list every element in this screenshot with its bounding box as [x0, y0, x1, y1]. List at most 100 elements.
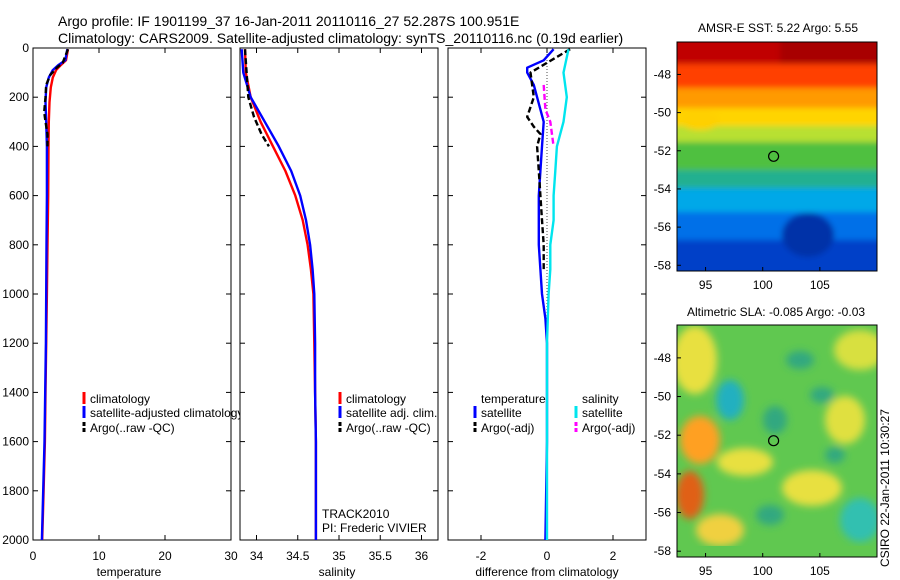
x-tick-label: 30 — [224, 549, 238, 563]
x-tick-label: 10 — [92, 549, 106, 563]
map-x-tick-label: 95 — [699, 278, 713, 292]
sst-axes-box — [676, 41, 878, 272]
map-y-tick-label: -48 — [654, 351, 672, 365]
series-line-argo-raw-qc- — [43, 48, 70, 147]
salinity-ticks: 34 34.5 35 35.5 36 — [240, 47, 438, 563]
temperature-lines — [40, 48, 70, 541]
legend-label-temp-argo: Argo(-adj) — [481, 421, 534, 435]
sla-blob — [825, 447, 845, 463]
y-tick-label: 1800 — [2, 484, 29, 498]
y-tick-label: 600 — [9, 189, 29, 203]
sla-blob — [840, 498, 877, 542]
map-y-tick-label: -54 — [654, 467, 672, 481]
figure-title-line2: Climatology: CARS2009. Satellite-adjuste… — [58, 30, 623, 46]
sla-blob — [716, 380, 744, 420]
x-tick-label: 34.5 — [286, 549, 310, 563]
difference-lines — [526, 48, 571, 541]
sla-blob — [696, 514, 744, 546]
sst-band-teal — [677, 170, 877, 190]
legend-label-argo: Argo(..raw -QC) — [90, 421, 175, 435]
salinity-lines — [240, 49, 318, 540]
x-tick-label: 20 — [158, 549, 172, 563]
map-y-tick-label: -50 — [654, 106, 672, 120]
y-tick-label: 1000 — [2, 287, 29, 301]
series-line-salinity-argo-adj- — [542, 84, 555, 147]
sla-blob — [717, 448, 773, 476]
sst-heatmap — [677, 42, 877, 271]
difference-legend: temperature satellite Argo(-adj) salinit… — [473, 392, 635, 435]
difference-panel: -2 0 2 difference from climatology tempera… — [447, 47, 647, 579]
map-y-tick-label: -58 — [654, 258, 672, 272]
sst-cold-blob — [782, 213, 834, 257]
y-tick-label: 0 — [22, 41, 29, 55]
sst-band-green — [677, 142, 877, 172]
map-y-tick-label: -52 — [654, 144, 672, 158]
map-x-tick-label: 105 — [810, 564, 830, 578]
sst-band-darkblue — [677, 240, 877, 271]
series-line-argo-raw-qc- — [243, 49, 270, 148]
sla-field — [677, 326, 877, 546]
figure-title-line1: Argo profile: IF 1901199_37 16-Jan-2011 … — [58, 13, 519, 29]
legend-label-temp-satellite: satellite — [481, 406, 522, 420]
difference-xlabel: difference from climatology — [475, 565, 618, 579]
sla-ticks: 95 100 105 -48 -50 -52 -54 -56 -58 — [654, 351, 831, 578]
x-tick-label: 2 — [610, 549, 617, 563]
sst-band-orange — [677, 88, 877, 110]
legend-label-sal-argo: Argo(-adj) — [582, 421, 635, 435]
x-tick-label: 35 — [332, 549, 346, 563]
temperature-xlabel: temperature — [97, 565, 162, 579]
pi-annotation: PI: Frederic VIVIER — [322, 521, 427, 535]
sla-blob — [834, 330, 877, 370]
map-y-tick-label: -50 — [654, 390, 672, 404]
sla-axes-box — [676, 324, 878, 558]
temperature-legend: climatology satellite-adjusted climatolo… — [82, 392, 243, 435]
legend-label-satellite-adj: satellite adj. clim. — [346, 406, 437, 420]
sla-blob — [677, 471, 704, 519]
x-tick-label: 34 — [250, 549, 264, 563]
map-y-tick-label: -52 — [654, 428, 672, 442]
map-y-tick-label: -48 — [654, 67, 672, 81]
sst-argo-location-marker — [767, 150, 780, 162]
sst-field — [677, 42, 877, 271]
x-tick-label: 0 — [30, 549, 37, 563]
sst-band-blue — [677, 212, 877, 242]
sla-blob — [763, 406, 787, 434]
sst-ticks: 95 100 105 -48 -50 -52 -54 -56 -58 — [654, 67, 831, 292]
x-tick-label: 0 — [544, 549, 551, 563]
sst-band-orange-red — [677, 64, 877, 90]
map-x-tick-label: 100 — [753, 564, 773, 578]
series-line-temperature-argo-adj- — [526, 48, 571, 270]
map-y-tick-label: -58 — [654, 544, 672, 558]
sla-argo-location-marker — [767, 435, 780, 447]
legend-label-argo: Argo(..raw -QC) — [346, 421, 431, 435]
temperature-axes-box — [32, 47, 232, 541]
map-y-tick-label: -54 — [654, 182, 672, 196]
y-tick-label: 1600 — [2, 435, 29, 449]
y-tick-label: 2000 — [2, 533, 29, 547]
map-x-tick-label: 105 — [810, 278, 830, 292]
sst-warm-blob — [680, 110, 720, 130]
sla-blob — [680, 416, 720, 464]
y-tick-label: 200 — [9, 90, 29, 104]
x-tick-label: -2 — [476, 549, 487, 563]
salinity-legend: climatology satellite adj. clim. Argo(..… — [338, 392, 437, 435]
map-x-tick-label: 100 — [753, 278, 773, 292]
legend-label-sal-satellite: satellite — [582, 406, 623, 420]
sla-blob — [782, 470, 842, 506]
sla-heatmap — [677, 325, 877, 557]
x-tick-label: 35.5 — [369, 549, 393, 563]
temperature-panel: 0 10 20 30 0 200 400 600 800 1000 1200 1400 1600 1800… — [2, 41, 243, 579]
y-tick-label: 800 — [9, 238, 29, 252]
track-annotation: TRACK2010 — [322, 507, 390, 521]
sst-band-yellow — [677, 108, 877, 128]
sla-map-panel: Altimetric SLA: -0.085 Argo: -0.03 — [654, 305, 878, 578]
sla-blob — [810, 387, 834, 403]
difference-ticks: -2 0 2 — [448, 47, 646, 563]
map-x-tick-label: 95 — [699, 564, 713, 578]
legend-label-climatology: climatology — [90, 392, 150, 406]
series-line-satellite-adj-clim- — [240, 49, 318, 540]
sla-blob — [677, 326, 717, 394]
legend-title-temperature: temperature — [481, 392, 546, 406]
map-y-tick-label: -56 — [654, 506, 672, 520]
